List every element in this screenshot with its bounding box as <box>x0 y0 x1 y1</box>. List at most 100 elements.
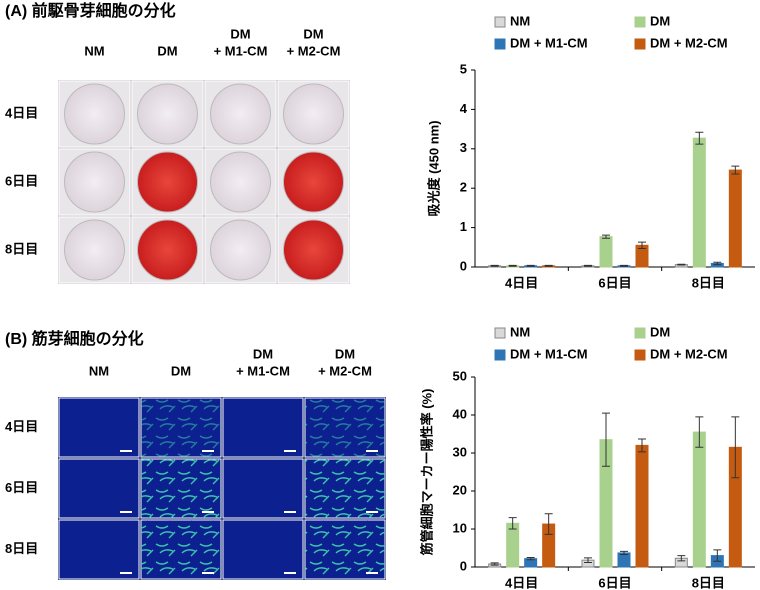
error-bar <box>620 550 628 555</box>
legend-swatch <box>634 38 646 50</box>
well <box>137 151 198 213</box>
y-tick-label: 5 <box>460 61 467 76</box>
legend-swatch <box>494 327 506 339</box>
error-bar <box>526 264 535 267</box>
bar <box>635 444 649 568</box>
image-tile <box>222 519 304 580</box>
legend-swatch <box>634 327 646 339</box>
image-tile <box>58 397 140 458</box>
legend-label: DM <box>650 13 670 28</box>
image-tile <box>222 397 304 458</box>
column-label: + M2-CM <box>287 43 341 58</box>
column-label: + M2-CM <box>318 363 372 378</box>
column-label: DM <box>230 26 250 41</box>
x-tick-label: 8日目 <box>692 575 725 590</box>
x-tick-label: 4日目 <box>505 575 538 590</box>
column-label: DM <box>253 346 273 361</box>
fiber-overlay <box>141 398 221 457</box>
row-label: 4日目 <box>5 419 38 434</box>
row-label: 4日目 <box>5 105 38 120</box>
column-label: + M1-CM <box>214 43 268 58</box>
error-bar <box>602 234 610 239</box>
error-bar <box>695 131 704 145</box>
well <box>137 219 198 281</box>
legend-label: DM + M2-CM <box>650 35 728 50</box>
legend-swatch <box>494 38 506 50</box>
well <box>64 151 125 213</box>
y-tick-label: 1 <box>460 219 467 234</box>
error-bar <box>713 261 722 266</box>
x-tick-label: 6日目 <box>598 575 631 590</box>
error-bar <box>731 165 740 175</box>
error-bar <box>508 264 517 267</box>
row-label: 8日目 <box>5 541 38 556</box>
fiber-overlay <box>141 520 221 579</box>
y-axis-label: 筋管細胞マーカー陽性率 (%) <box>419 389 434 557</box>
legend-swatch <box>634 16 646 28</box>
well <box>210 219 271 281</box>
column-label: DM <box>303 26 323 41</box>
column-label: + M1-CM <box>236 363 290 378</box>
error-bar <box>677 263 686 266</box>
well <box>283 151 344 213</box>
panel-title: (B) 筋芽細胞の分化 <box>5 329 144 348</box>
y-tick-label: 2 <box>460 180 467 195</box>
column-label: NM <box>89 363 109 378</box>
legend-swatch <box>494 16 506 28</box>
error-bar <box>695 416 704 448</box>
fiber-overlay <box>305 398 385 457</box>
column-label: DM <box>171 363 191 378</box>
error-bar <box>544 264 553 267</box>
y-tick-label: 40 <box>453 406 467 421</box>
legend-label: DM + M2-CM <box>650 346 728 361</box>
error-bar <box>526 557 535 561</box>
y-tick-label: 10 <box>453 520 467 535</box>
bar <box>617 552 631 568</box>
row-label: 8日目 <box>5 241 38 256</box>
legend-swatch <box>494 349 506 361</box>
error-bar <box>602 412 610 467</box>
bar <box>506 522 520 568</box>
error-bar <box>677 555 686 562</box>
y-axis-label: 吸光度 (450 nm) <box>426 120 441 216</box>
well <box>210 151 271 213</box>
bar <box>692 137 706 268</box>
x-tick-label: 6日目 <box>598 275 631 290</box>
well <box>283 83 344 145</box>
image-tile <box>222 458 304 519</box>
bar <box>692 431 706 568</box>
legend-label: DM <box>650 324 670 339</box>
error-bar <box>584 264 592 267</box>
y-tick-label: 20 <box>453 482 467 497</box>
y-tick-label: 4 <box>460 101 468 116</box>
column-label: DM <box>157 43 177 58</box>
y-tick-label: 3 <box>460 140 467 155</box>
legend-swatch <box>634 349 646 361</box>
error-bar <box>713 549 722 562</box>
error-bar <box>508 517 517 530</box>
bar <box>728 169 742 268</box>
error-bar <box>620 264 628 267</box>
error-bar <box>584 557 592 563</box>
well <box>283 219 344 281</box>
image-tile <box>58 519 140 580</box>
error-bar <box>638 438 646 453</box>
y-tick-label: 50 <box>453 368 467 383</box>
legend-label: NM <box>510 324 530 339</box>
y-tick-label: 0 <box>460 258 467 273</box>
bar <box>599 236 613 268</box>
well <box>210 83 271 145</box>
error-bar <box>544 513 553 535</box>
row-label: 6日目 <box>5 173 38 188</box>
column-label: NM <box>84 43 104 58</box>
error-bar <box>490 264 499 267</box>
column-label: DM <box>335 346 355 361</box>
image-tile <box>58 458 140 519</box>
error-bar <box>731 416 740 479</box>
legend-label: DM + M1-CM <box>510 35 588 50</box>
row-label: 6日目 <box>5 480 38 495</box>
panel-title: (A) 前駆骨芽細胞の分化 <box>5 1 176 20</box>
y-tick-label: 0 <box>460 558 467 573</box>
fiber-overlay <box>305 520 385 579</box>
